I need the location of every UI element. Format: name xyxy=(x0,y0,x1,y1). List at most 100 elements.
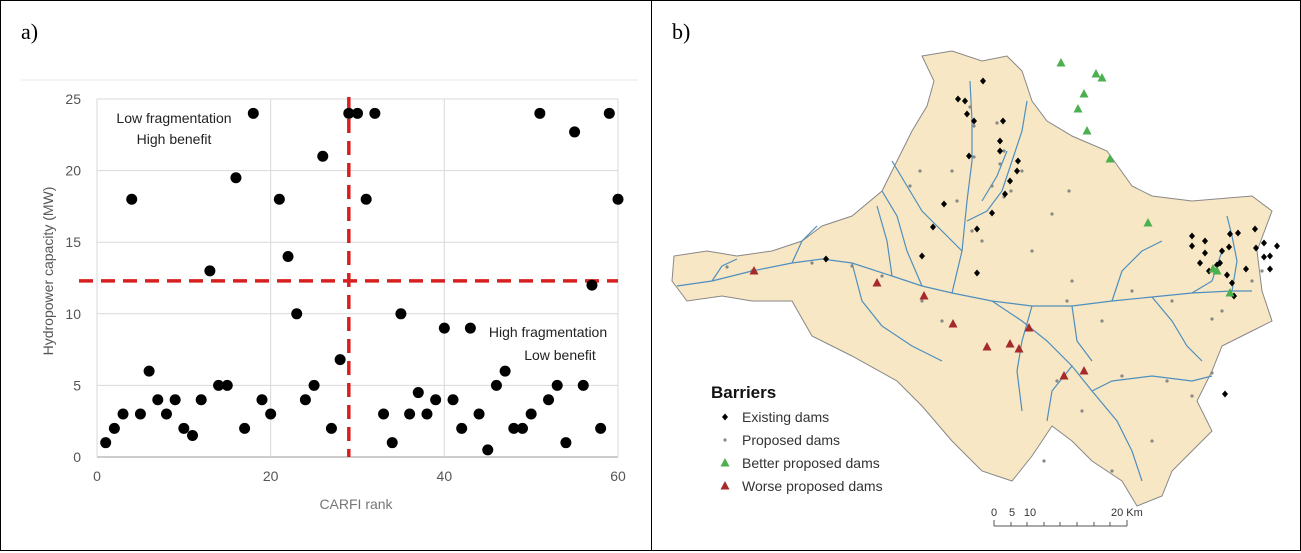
data-point xyxy=(482,444,494,456)
data-point xyxy=(299,394,311,406)
dam-dot xyxy=(1055,379,1059,383)
dam-diamond xyxy=(1229,279,1235,287)
x-tick-label: 40 xyxy=(437,468,453,484)
dam-dot xyxy=(990,184,994,188)
data-point xyxy=(551,379,563,391)
legend-item: Proposed dams xyxy=(723,432,840,448)
dam-dot xyxy=(995,121,999,125)
dam-dot xyxy=(1110,469,1114,473)
y-tick-label: 5 xyxy=(73,377,81,393)
dam-triangle xyxy=(1097,73,1107,82)
x-tick-label: 60 xyxy=(610,468,626,484)
data-point xyxy=(195,394,207,406)
panel-a-label: a) xyxy=(21,19,39,44)
legend-label: Better proposed dams xyxy=(742,455,880,471)
y-axis-label: Hydropower capacity (MW) xyxy=(40,187,56,356)
dam-dot xyxy=(950,169,954,173)
y-tick-label: 0 xyxy=(73,449,81,465)
panel-b-label: b) xyxy=(672,19,691,44)
dam-dot xyxy=(1170,299,1174,303)
dam-triangle xyxy=(1056,58,1066,67)
dam-dot xyxy=(725,265,729,269)
data-point xyxy=(352,107,363,119)
data-point xyxy=(265,408,277,420)
legend-item: Existing dams xyxy=(722,409,829,425)
dam-diamond xyxy=(1267,252,1273,260)
scale-label-20: 20 Km xyxy=(1111,507,1143,519)
dam-diamond xyxy=(823,255,829,263)
dam-dot xyxy=(1020,169,1024,173)
dam-diamond xyxy=(980,77,986,85)
dam-diamond xyxy=(974,269,980,277)
legend-item: Worse proposed dams xyxy=(720,478,883,494)
data-point xyxy=(317,150,329,162)
dam-dot xyxy=(972,155,976,159)
dam-dot xyxy=(1070,279,1074,283)
river-network xyxy=(676,80,1252,482)
dam-diamond xyxy=(1252,225,1258,233)
dam-dot xyxy=(998,162,1002,166)
dam-dot xyxy=(1065,299,1069,303)
data-point xyxy=(247,107,259,119)
dam-diamond xyxy=(1226,243,1232,251)
annotation-bottom-right-line1: High fragmentation xyxy=(489,324,607,340)
legend-label: Existing dams xyxy=(742,409,829,425)
data-point xyxy=(412,387,424,399)
data-point xyxy=(560,437,572,449)
dam-diamond xyxy=(1261,239,1267,247)
dam-diamond xyxy=(997,147,1003,155)
dam-diamond xyxy=(1000,117,1006,125)
data-point xyxy=(308,379,320,391)
legend-label: Proposed dams xyxy=(742,432,840,448)
dam-diamond xyxy=(1227,230,1233,238)
data-point xyxy=(577,379,589,391)
scatter-chart: 0 5 10 15 20 25 0 20 40 60 Hydropower capacity (M… xyxy=(21,79,638,512)
data-point xyxy=(438,322,450,334)
dam-dot xyxy=(1120,374,1124,378)
dam-triangle xyxy=(720,481,730,490)
data-point xyxy=(378,408,390,420)
y-tick-label: 10 xyxy=(65,306,81,322)
data-point xyxy=(343,107,355,119)
dam-diamond xyxy=(1274,242,1280,250)
dam-dot xyxy=(850,264,854,268)
y-tick-label: 15 xyxy=(65,234,81,250)
dam-diamond xyxy=(1189,232,1195,240)
data-point xyxy=(187,430,199,442)
data-point xyxy=(386,437,398,449)
data-point xyxy=(595,422,607,434)
data-point xyxy=(516,422,528,434)
data-point xyxy=(256,394,268,406)
dam-triangle xyxy=(948,319,958,328)
data-point xyxy=(334,354,346,366)
data-point xyxy=(273,193,285,205)
dam-triangle xyxy=(1208,264,1218,273)
dam-dot xyxy=(1210,317,1214,321)
data-point xyxy=(430,394,442,406)
legend-item: Better proposed dams xyxy=(720,455,880,471)
data-point xyxy=(543,394,555,406)
dam-diamond xyxy=(964,110,970,118)
dam-diamond xyxy=(1002,190,1008,198)
data-point xyxy=(586,279,598,291)
dam-dot xyxy=(968,105,972,109)
data-point xyxy=(360,193,372,205)
scale-label-0: 0 xyxy=(991,507,997,519)
dam-diamond xyxy=(1222,390,1228,398)
dam-triangle xyxy=(1073,104,1083,113)
dam-triangle xyxy=(1091,69,1101,78)
dam-diamond xyxy=(966,152,972,160)
data-point xyxy=(117,408,129,420)
dam-dot xyxy=(1250,279,1254,283)
data-point xyxy=(160,408,172,420)
dam-triangle xyxy=(1143,218,1153,227)
dam-diamond xyxy=(997,137,1003,145)
data-point xyxy=(569,126,581,138)
dam-triangle xyxy=(1014,344,1024,353)
dam-dot xyxy=(1260,269,1264,273)
dam-diamond xyxy=(930,223,936,231)
dam-dot xyxy=(940,319,944,323)
dam-dot xyxy=(970,229,974,233)
dam-dot xyxy=(1002,149,1006,153)
dam-diamond xyxy=(974,225,980,233)
